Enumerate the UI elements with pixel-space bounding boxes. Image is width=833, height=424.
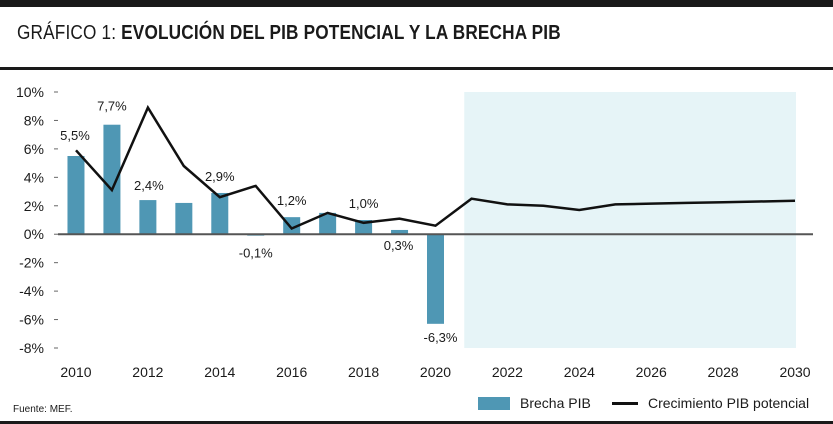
y-tick-label: 6% xyxy=(24,141,44,157)
bar-brecha-pib xyxy=(175,202,193,235)
legend-item-bar: Brecha PIB xyxy=(478,395,591,411)
y-tick-label: -2% xyxy=(19,255,44,271)
chart-title-prefix: GRÁFICO 1: xyxy=(17,22,122,44)
x-tick-label: 2014 xyxy=(204,364,235,380)
bar-brecha-pib xyxy=(103,124,121,235)
bar-data-label: 1,2% xyxy=(277,193,307,208)
bar-data-label: 2,9% xyxy=(205,169,235,184)
source-note: Fuente: MEF. xyxy=(13,404,73,415)
bar-brecha-pib xyxy=(391,229,409,235)
bar-data-label: 7,7% xyxy=(97,99,127,114)
y-tick-label: -6% xyxy=(19,312,44,328)
y-tick-label: 4% xyxy=(24,169,44,185)
bar-data-label: -6,3% xyxy=(424,330,458,345)
bar-brecha-pib xyxy=(139,200,157,235)
bar-brecha-pib xyxy=(67,156,85,235)
bar-brecha-pib xyxy=(319,212,337,235)
bar-data-label: 2,4% xyxy=(134,178,164,193)
x-tick-label: 2028 xyxy=(708,364,739,380)
y-tick-label: -4% xyxy=(19,283,44,299)
x-tick-label: 2022 xyxy=(492,364,523,380)
top-bar xyxy=(0,0,833,7)
x-tick-label: 2030 xyxy=(779,364,810,380)
projection-shade xyxy=(464,92,796,348)
x-tick-label: 2016 xyxy=(276,364,307,380)
y-tick-label: 10% xyxy=(16,84,44,100)
chart-title-main: EVOLUCIÓN DEL PIB POTENCIAL Y LA BRECHA … xyxy=(121,22,561,44)
bar-data-label: -0,1% xyxy=(239,246,273,261)
x-tick-label: 2012 xyxy=(132,364,163,380)
x-tick-label: 2020 xyxy=(420,364,451,380)
legend-label-bar: Brecha PIB xyxy=(520,395,591,411)
bar-brecha-pib xyxy=(283,217,301,235)
y-tick-label: 8% xyxy=(24,112,44,128)
title-rule xyxy=(0,67,833,70)
legend-swatch-bar xyxy=(478,396,510,410)
chart-title: GRÁFICO 1: EVOLUCIÓN DEL PIB POTENCIAL Y… xyxy=(17,22,561,45)
legend-item-line: Crecimiento PIB potencial xyxy=(612,395,809,411)
y-tick-label: 0% xyxy=(24,226,44,242)
line-crecimiento-pib-potencial xyxy=(75,104,796,231)
bar-data-label: 0,3% xyxy=(384,238,414,253)
bar-brecha-pib xyxy=(427,234,444,324)
y-tick-label: -8% xyxy=(19,340,44,356)
bottom-rule xyxy=(0,421,833,424)
bar-data-label: 1,0% xyxy=(349,196,379,211)
x-tick-label: 2024 xyxy=(564,364,595,380)
bar-data-label: 5,5% xyxy=(60,128,90,143)
legend-label-line: Crecimiento PIB potencial xyxy=(648,395,810,411)
bar-brecha-pib xyxy=(211,192,229,235)
y-tick-label: 2% xyxy=(24,198,44,214)
x-tick-label: 2018 xyxy=(348,364,379,380)
x-tick-label: 2026 xyxy=(636,364,667,380)
legend-swatch-line xyxy=(612,401,638,405)
x-tick-label: 2010 xyxy=(60,364,91,380)
